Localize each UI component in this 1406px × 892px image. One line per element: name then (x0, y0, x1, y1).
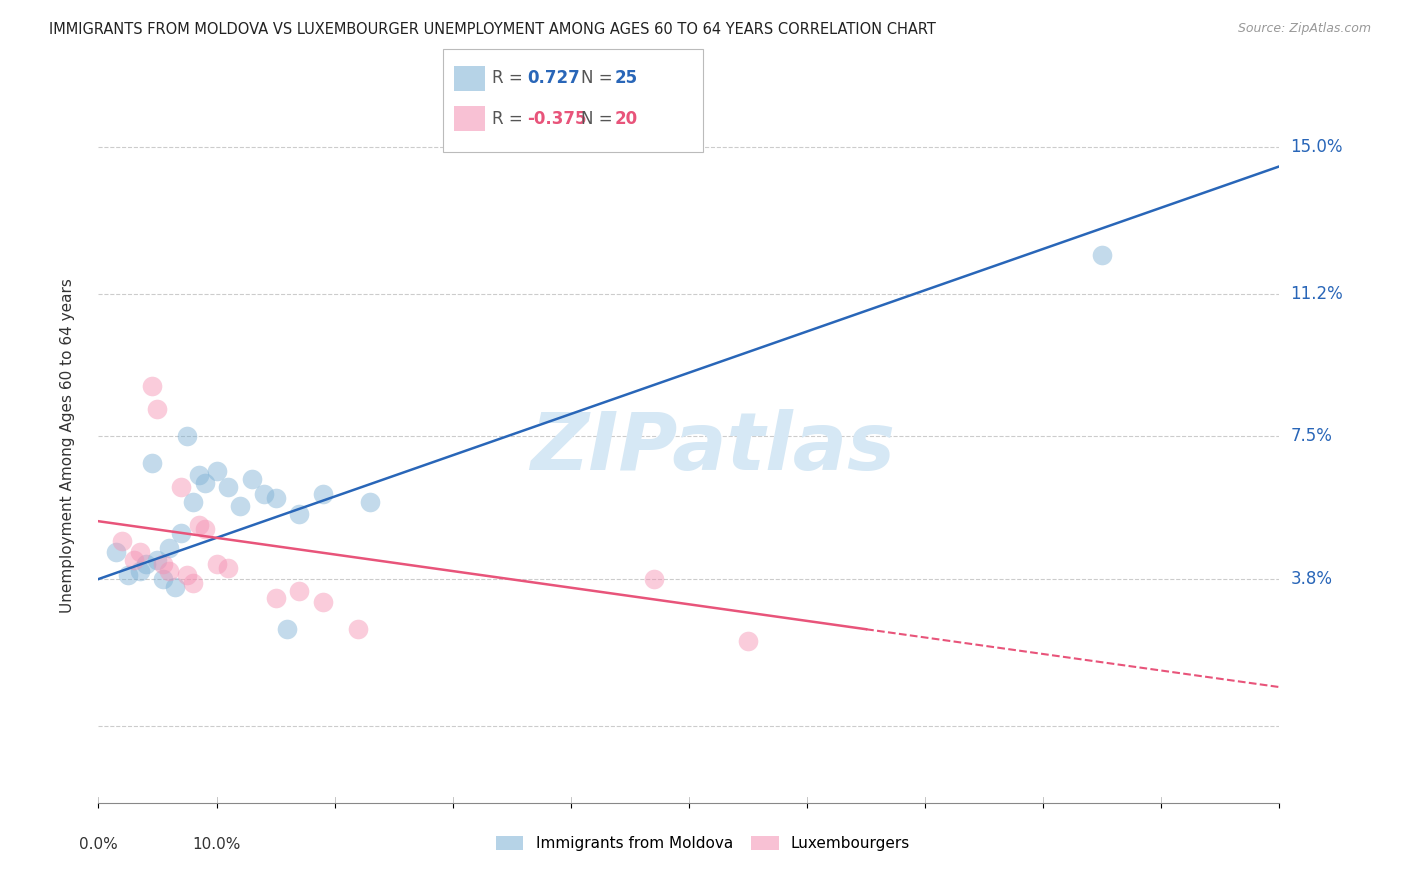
Point (643, 572, 665, 586)
Point (347, 622, 370, 636)
Point (312, 595, 335, 609)
Text: IMMIGRANTS FROM MOLDOVA VS LUXEMBOURGER UNEMPLOYMENT AMONG AGES 60 TO 64 YEARS C: IMMIGRANTS FROM MOLDOVA VS LUXEMBOURGER … (49, 22, 936, 37)
Text: -0.375: -0.375 (527, 110, 586, 128)
Point (312, 487, 335, 501)
Text: ZIPatlas: ZIPatlas (530, 409, 896, 487)
Point (152, 557, 174, 571)
Point (181, 576, 204, 591)
Point (122, 553, 145, 567)
Point (205, 464, 228, 478)
Point (146, 553, 169, 567)
Point (141, 456, 163, 470)
Text: N =: N = (581, 110, 617, 128)
Point (194, 475, 217, 490)
Text: 3.8%: 3.8% (1291, 570, 1333, 588)
Point (111, 533, 134, 548)
Point (264, 491, 287, 505)
Point (229, 499, 252, 513)
Text: 15.0%: 15.0% (1291, 138, 1343, 156)
Point (128, 565, 150, 579)
Point (135, 557, 157, 571)
Text: Source: ZipAtlas.com: Source: ZipAtlas.com (1237, 22, 1371, 36)
Point (276, 622, 298, 636)
Point (187, 518, 209, 533)
Point (1091, 248, 1114, 262)
Point (194, 522, 217, 536)
Text: 20: 20 (614, 110, 637, 128)
Text: 0.0%: 0.0% (79, 838, 118, 852)
Point (176, 568, 198, 582)
Point (128, 545, 150, 559)
Point (152, 572, 174, 586)
Point (187, 467, 209, 482)
Text: R =: R = (492, 70, 529, 87)
Text: 7.5%: 7.5% (1291, 427, 1333, 445)
Point (157, 541, 180, 556)
Point (165, 580, 187, 594)
Point (181, 495, 204, 509)
Point (141, 379, 163, 393)
Legend: Immigrants from Moldova, Luxembourgers: Immigrants from Moldova, Luxembourgers (489, 830, 917, 857)
Point (157, 565, 180, 579)
Point (205, 557, 228, 571)
Point (146, 402, 169, 417)
Point (288, 583, 311, 598)
Point (170, 525, 193, 540)
Point (288, 507, 311, 521)
Point (264, 591, 287, 606)
Point (176, 429, 198, 443)
Y-axis label: Unemployment Among Ages 60 to 64 years: Unemployment Among Ages 60 to 64 years (60, 278, 75, 614)
Point (170, 479, 193, 493)
Text: N =: N = (581, 70, 617, 87)
Point (217, 560, 239, 574)
Text: R =: R = (492, 110, 529, 128)
Point (240, 472, 263, 486)
Point (359, 495, 381, 509)
Point (253, 487, 276, 501)
Text: 10.0%: 10.0% (193, 838, 240, 852)
Text: 25: 25 (614, 70, 637, 87)
Text: 0.727: 0.727 (527, 70, 581, 87)
Point (737, 633, 759, 648)
Point (117, 568, 139, 582)
Point (217, 479, 239, 493)
Point (105, 545, 128, 559)
Text: 11.2%: 11.2% (1291, 285, 1343, 302)
